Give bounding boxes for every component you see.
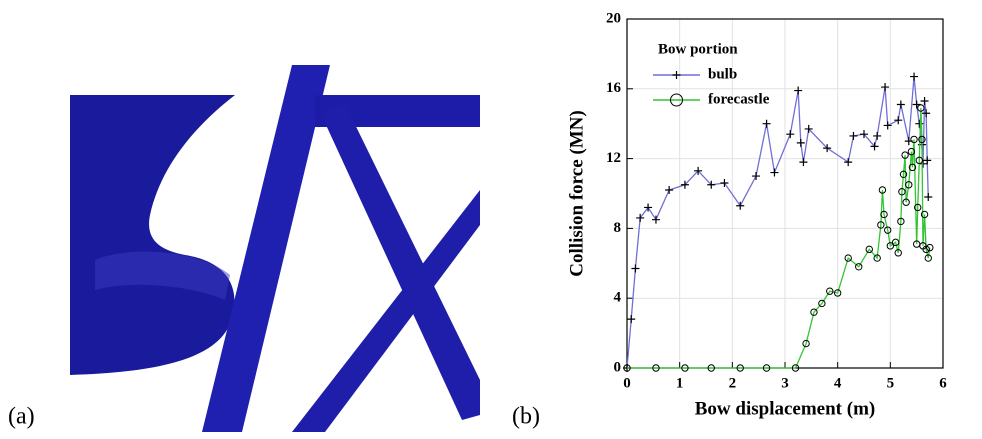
- marker: [923, 156, 931, 164]
- ship-bow: [70, 95, 235, 375]
- y-tick-label: 20: [606, 10, 621, 26]
- marker: [627, 315, 635, 323]
- x-tick-label: 5: [887, 375, 895, 391]
- legend-label: forecastle: [708, 91, 770, 107]
- marker: [897, 101, 905, 109]
- y-axis-label: Collision force (MN): [566, 110, 587, 276]
- marker: [910, 73, 918, 81]
- x-tick-label: 4: [834, 375, 842, 391]
- marker: [921, 97, 929, 105]
- legend-label: bulb: [708, 66, 737, 82]
- y-tick-label: 12: [606, 150, 621, 166]
- x-tick-label: 6: [939, 375, 947, 391]
- marker: [799, 158, 807, 166]
- marker: [797, 139, 805, 147]
- panel-label: (a): [8, 404, 35, 430]
- y-tick-label: 0: [614, 359, 622, 375]
- marker: [720, 179, 728, 187]
- marker: [631, 265, 639, 273]
- y-tick-label: 8: [614, 220, 622, 236]
- marker: [913, 101, 921, 109]
- x-axis-label: Bow displacement (m): [695, 398, 875, 419]
- marker: [736, 202, 744, 210]
- marker: [786, 130, 794, 138]
- y-tick-label: 16: [606, 80, 622, 96]
- marker: [752, 172, 760, 180]
- x-tick-label: 2: [729, 375, 737, 391]
- x-tick-label: 1: [676, 375, 684, 391]
- figure: (a) (b) 0123456048121620Bow displacement…: [0, 0, 982, 439]
- marker: [881, 83, 889, 91]
- marker: [849, 132, 857, 140]
- marker: [794, 87, 802, 95]
- marker: [924, 193, 932, 201]
- legend-title: Bow portion: [658, 41, 738, 57]
- marker: [763, 120, 771, 128]
- marker: [665, 186, 673, 194]
- marker: [873, 132, 881, 140]
- panel-label: (b): [512, 404, 540, 430]
- marker: [844, 158, 852, 166]
- x-tick-label: 3: [781, 375, 789, 391]
- marker: [894, 116, 902, 124]
- x-tick-label: 0: [623, 375, 631, 391]
- marker: [652, 216, 660, 224]
- y-tick-label: 4: [614, 290, 622, 306]
- fe-model-image: [70, 65, 480, 432]
- marker: [770, 169, 778, 177]
- tube: [202, 65, 330, 432]
- series-line: [627, 108, 930, 368]
